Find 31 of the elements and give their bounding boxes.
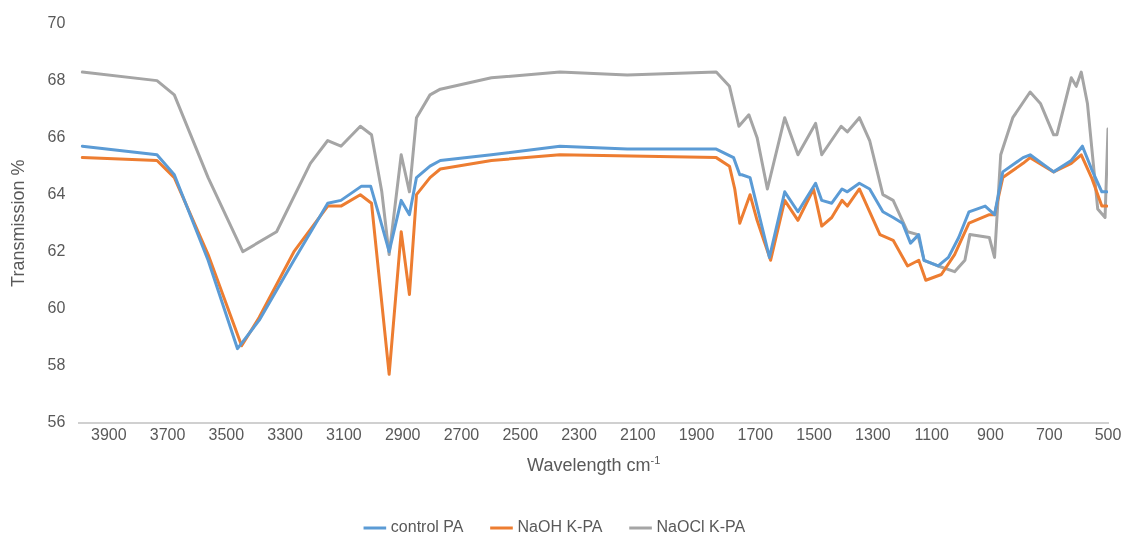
legend-label: NaOCl K-PA bbox=[656, 518, 746, 536]
x-tick-label: 2500 bbox=[502, 425, 539, 443]
y-tick-label: 64 bbox=[47, 185, 66, 203]
x-tick-label: 3100 bbox=[326, 425, 362, 443]
y-tick-label: 68 bbox=[47, 71, 66, 89]
x-tick-label: 2100 bbox=[619, 425, 656, 443]
x-tick-label: 700 bbox=[1035, 425, 1063, 443]
legend-label: control PA bbox=[390, 518, 464, 536]
y-axis-title: Transmission % bbox=[7, 159, 28, 287]
x-tick-label: 500 bbox=[1094, 425, 1122, 443]
y-tick-label: 56 bbox=[47, 413, 66, 431]
x-tick-label: 3500 bbox=[208, 425, 245, 443]
x-tick-label: 1100 bbox=[914, 425, 949, 443]
x-tick-label: 1900 bbox=[678, 425, 715, 443]
x-tick-label: 3700 bbox=[149, 425, 186, 443]
x-tick-label: 2900 bbox=[384, 425, 421, 443]
y-tick-label: 62 bbox=[47, 242, 66, 260]
x-tick-label: 900 bbox=[977, 425, 1004, 443]
y-tick-label: 58 bbox=[47, 356, 66, 374]
y-tick-label: 66 bbox=[47, 128, 66, 146]
x-tick-label: 3900 bbox=[90, 425, 127, 443]
y-tick-label: 60 bbox=[47, 299, 66, 317]
x-tick-label: 1700 bbox=[737, 425, 774, 443]
x-axis-title: Wavelength cm$^{-1}$ bbox=[527, 454, 661, 476]
x-tick-label: 1300 bbox=[855, 425, 891, 443]
y-tick-label: 70 bbox=[47, 14, 66, 32]
x-tick-label: 1500 bbox=[796, 425, 833, 443]
legend-label: NaOH K-PA bbox=[517, 518, 603, 536]
x-tick-label: 2300 bbox=[561, 425, 597, 443]
x-tick-label: 2700 bbox=[443, 425, 480, 443]
x-tick-label: 3300 bbox=[267, 425, 304, 443]
